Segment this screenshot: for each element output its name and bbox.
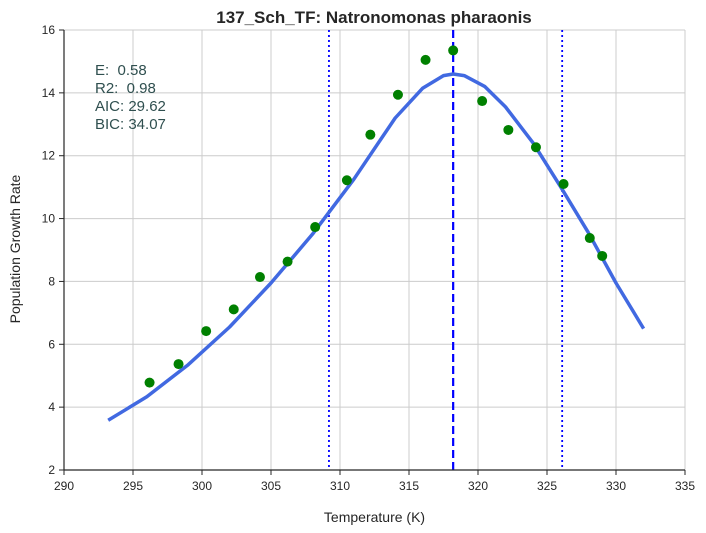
x-tick-label: 310 bbox=[330, 479, 350, 493]
y-tick-label: 12 bbox=[42, 149, 56, 163]
data-point bbox=[420, 54, 431, 65]
y-tick-label: 16 bbox=[42, 23, 56, 37]
x-tick-label: 300 bbox=[192, 479, 212, 493]
x-tick-labels: 290 295 300 305 310 315 320 325 330 335 bbox=[54, 479, 695, 493]
data-point bbox=[503, 124, 514, 135]
y-axis-label: Population Growth Rate bbox=[7, 174, 23, 323]
x-tick-label: 305 bbox=[261, 479, 281, 493]
data-point bbox=[530, 142, 541, 153]
data-point bbox=[477, 96, 488, 107]
x-tick-label: 295 bbox=[123, 479, 143, 493]
y-tick-label: 4 bbox=[48, 400, 55, 414]
x-tick-label: 290 bbox=[54, 479, 74, 493]
x-axis-label: Temperature (K) bbox=[324, 509, 425, 525]
stat-aic: AIC: 29.62 bbox=[95, 98, 166, 115]
y-tick-label: 2 bbox=[48, 463, 55, 477]
axes bbox=[59, 29, 686, 475]
stat-r2: R2: 0.98 bbox=[95, 80, 156, 97]
x-tick-label: 320 bbox=[468, 479, 488, 493]
fit-curve bbox=[107, 72, 646, 422]
data-point bbox=[144, 377, 155, 388]
fit-statistics: E: 0.58 R2: 0.98 AIC: 29.62 BIC: 34.07 bbox=[95, 62, 166, 133]
stat-bic: BIC: 34.07 bbox=[95, 116, 166, 133]
data-point bbox=[228, 304, 239, 315]
data-point bbox=[282, 256, 293, 267]
data-point bbox=[254, 272, 265, 283]
data-point bbox=[597, 250, 608, 261]
x-tick-label: 330 bbox=[606, 479, 626, 493]
x-tick-label: 335 bbox=[675, 479, 695, 493]
data-point bbox=[558, 179, 569, 189]
y-tick-label: 6 bbox=[48, 337, 55, 351]
data-point bbox=[310, 222, 321, 233]
y-tick-labels: 2 4 6 8 10 12 14 16 bbox=[42, 23, 56, 477]
data-point bbox=[201, 326, 212, 337]
data-point bbox=[365, 129, 376, 140]
data-point bbox=[341, 175, 352, 186]
y-tick-label: 10 bbox=[42, 212, 56, 226]
x-tick-label: 325 bbox=[537, 479, 557, 493]
y-tick-label: 14 bbox=[42, 86, 56, 100]
grid bbox=[63, 29, 686, 471]
stat-e: E: 0.58 bbox=[95, 62, 147, 79]
data-point bbox=[392, 89, 403, 100]
reference-lines bbox=[328, 30, 564, 470]
y-tick-label: 8 bbox=[48, 274, 55, 288]
data-point bbox=[173, 359, 184, 370]
data-points bbox=[144, 45, 608, 388]
chart-title: 137_Sch_TF: Natronomonas pharaonis bbox=[216, 8, 532, 27]
data-point bbox=[448, 45, 459, 56]
x-tick-label: 315 bbox=[399, 479, 419, 493]
data-point bbox=[584, 233, 595, 244]
